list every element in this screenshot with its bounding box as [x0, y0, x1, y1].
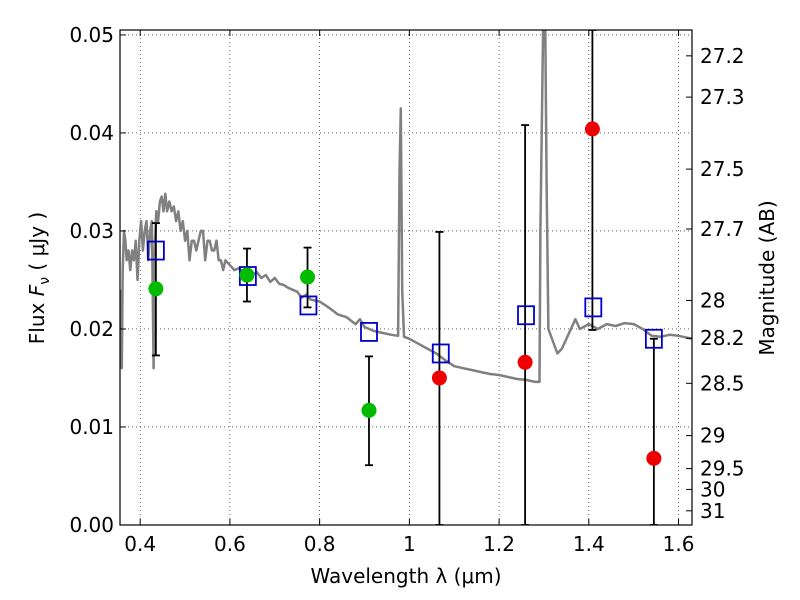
- detection-marker: [239, 267, 255, 283]
- x-tick-label: 1.2: [483, 532, 515, 556]
- y-tick-label: 0.03: [69, 219, 114, 243]
- x-tick-label: 1.4: [573, 532, 605, 556]
- y-tick-label: 0.04: [69, 121, 114, 145]
- y2-axis-label: Magnitude (AB): [755, 200, 779, 355]
- x-tick-label: 0.8: [304, 532, 336, 556]
- y-tick-label: 0.00: [69, 513, 114, 537]
- non-detection-marker: [584, 121, 600, 137]
- detection-marker: [300, 269, 316, 285]
- non-detection-marker: [517, 354, 533, 370]
- plot-frame: [119, 29, 693, 526]
- y2-tick-label: 31: [700, 499, 725, 523]
- y2-tick-label: 27.7: [700, 217, 745, 241]
- y-tick-label: 0.01: [69, 415, 114, 439]
- detection-marker: [148, 281, 164, 297]
- y2-tick-label: 28.5: [700, 371, 745, 395]
- y2-tick-label: 30: [700, 477, 725, 501]
- y-tick-label: 0.02: [69, 317, 114, 341]
- y2-tick-label: 28.2: [700, 326, 745, 350]
- model-band-marker: [360, 322, 378, 342]
- y2-tick-label: 29: [700, 424, 725, 448]
- x-tick-label: 1: [403, 532, 416, 556]
- model-band-marker: [431, 343, 450, 364]
- detection-marker: [361, 402, 377, 418]
- y-axis-ticks: 0.00 0.01 0.02 0.03 0.04 0.05: [69, 23, 126, 537]
- model-band-marker: [584, 297, 603, 318]
- data-points: [146, 121, 663, 466]
- model-band-marker: [146, 240, 165, 261]
- y-tick-label: 0.05: [69, 23, 114, 47]
- x-tick-label: 0.6: [214, 532, 246, 556]
- y2-tick-label: 27.2: [700, 44, 745, 68]
- x-tick-label: 1.6: [663, 532, 695, 556]
- y2-tick-label: 27.5: [700, 157, 745, 181]
- non-detection-marker: [431, 370, 447, 386]
- x-axis-label: Wavelength λ (μm): [310, 564, 501, 588]
- model-band-marker: [299, 295, 318, 316]
- y2-tick-label: 27.3: [700, 85, 745, 109]
- y-axis-label: Flux Fν ( μJy ): [25, 212, 53, 344]
- y2-tick-label: 29.5: [700, 457, 745, 481]
- y2-tick-label: 28: [700, 288, 725, 312]
- model-band-marker: [517, 305, 535, 326]
- x-tick-label: 0.4: [124, 532, 156, 556]
- model-band-marker: [644, 328, 663, 349]
- x-axis-ticks: 0.4 0.6 0.8 1 1.2 1.4 1.6: [124, 30, 694, 556]
- error-bars: [151, 30, 658, 525]
- non-detection-marker: [646, 450, 662, 466]
- plot-background: [120, 30, 692, 525]
- plot-area: [120, 30, 692, 525]
